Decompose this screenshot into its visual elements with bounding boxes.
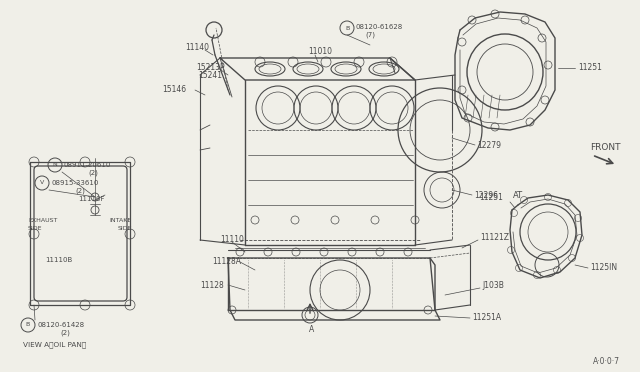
Text: 08915-33610: 08915-33610 [51, 180, 99, 186]
Text: 1125IN: 1125IN [590, 263, 617, 272]
Text: 11121Z: 11121Z [480, 234, 509, 243]
Text: (7): (7) [365, 32, 375, 38]
Text: 11110F: 11110F [78, 196, 104, 202]
Text: (2): (2) [60, 330, 70, 336]
Text: INTAKE: INTAKE [109, 218, 132, 222]
Text: AT: AT [513, 190, 523, 199]
Text: 15241: 15241 [198, 71, 222, 80]
Text: (2): (2) [75, 188, 85, 194]
Text: N: N [52, 163, 58, 167]
Text: 11140: 11140 [185, 44, 209, 52]
Text: SIDE: SIDE [28, 225, 42, 231]
Text: EXHAUST: EXHAUST [28, 218, 58, 222]
Text: 15146: 15146 [162, 84, 186, 93]
Text: FRONT: FRONT [590, 144, 621, 153]
Text: SIDE: SIDE [118, 225, 132, 231]
Text: (2): (2) [88, 170, 98, 176]
Text: VIEW A〈OIL PAN〉: VIEW A〈OIL PAN〉 [24, 342, 86, 348]
Text: 12279: 12279 [477, 141, 501, 150]
Text: J103B: J103B [482, 282, 504, 291]
Text: 08911-20610: 08911-20610 [64, 162, 111, 168]
Text: 11251: 11251 [578, 64, 602, 73]
Text: 08120-61428: 08120-61428 [37, 322, 84, 328]
Text: 11010: 11010 [308, 46, 332, 55]
Text: 11110: 11110 [220, 235, 244, 244]
Text: 11251A: 11251A [472, 312, 501, 321]
Text: B: B [345, 26, 349, 31]
Text: B: B [26, 323, 30, 327]
Text: 11251: 11251 [479, 192, 503, 202]
FancyBboxPatch shape [34, 166, 127, 301]
Text: 15213P: 15213P [196, 62, 225, 71]
Text: 11128A: 11128A [212, 257, 241, 266]
Text: A: A [309, 326, 315, 334]
Text: V: V [40, 180, 44, 186]
Text: 08120-61628: 08120-61628 [355, 24, 403, 30]
Text: 11128: 11128 [200, 280, 224, 289]
Text: 12296: 12296 [474, 190, 498, 199]
Text: A·0·0·7: A·0·0·7 [593, 357, 620, 366]
Text: 11110B: 11110B [45, 257, 72, 263]
